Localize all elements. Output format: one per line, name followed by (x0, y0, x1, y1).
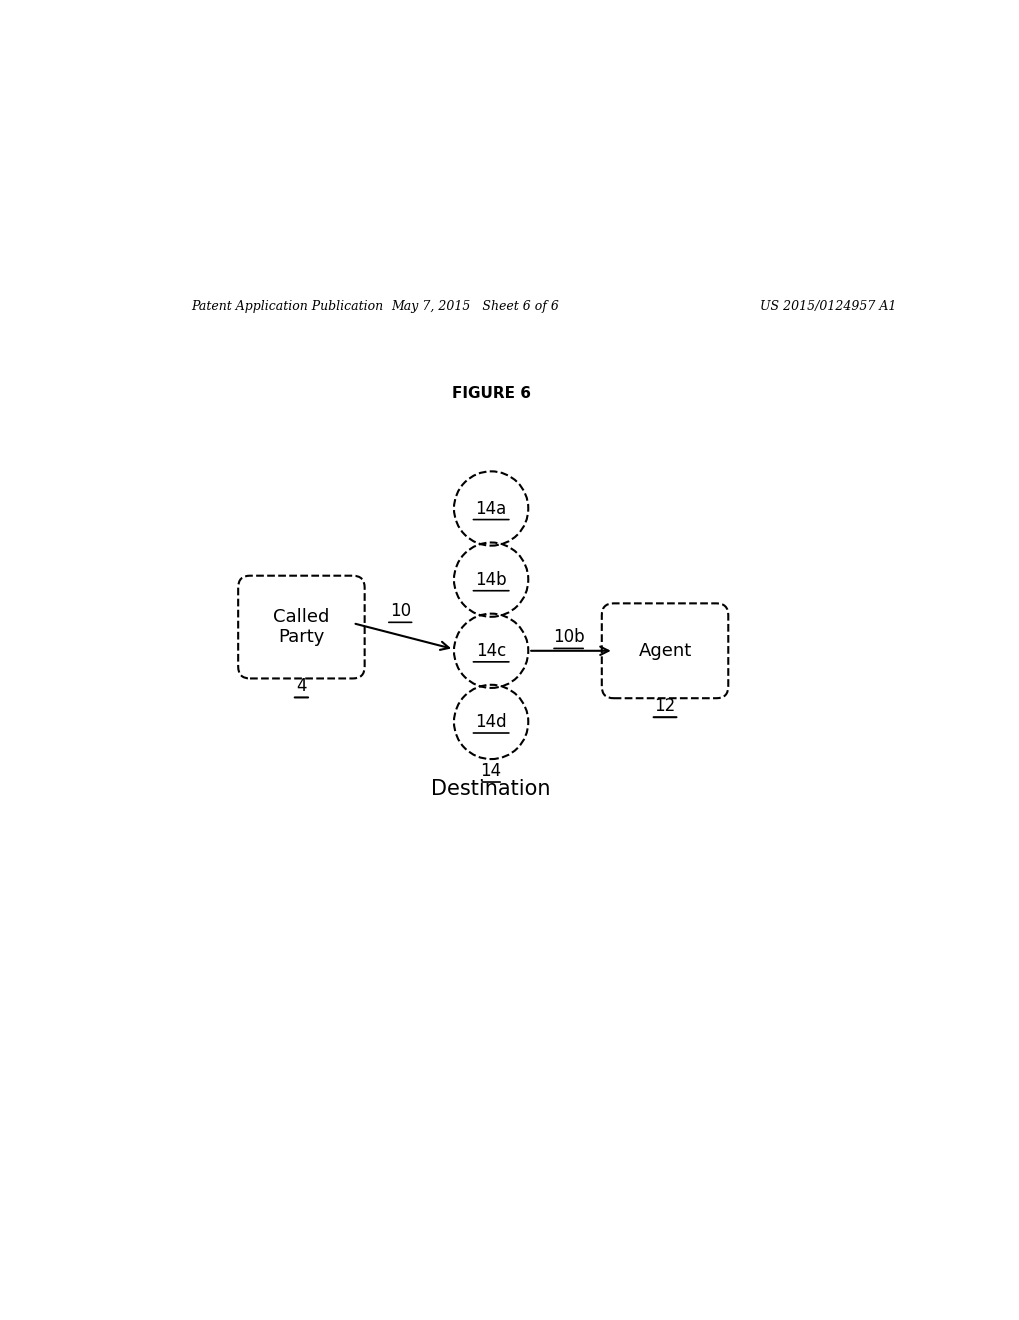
Text: 14c: 14c (476, 642, 505, 660)
FancyBboxPatch shape (601, 603, 728, 698)
Text: 14: 14 (480, 762, 501, 780)
Text: 14a: 14a (475, 499, 506, 517)
FancyBboxPatch shape (238, 576, 365, 678)
Text: 10: 10 (389, 602, 411, 620)
Text: FIGURE 6: FIGURE 6 (451, 387, 530, 401)
Text: 14b: 14b (475, 570, 506, 589)
Text: May 7, 2015   Sheet 6 of 6: May 7, 2015 Sheet 6 of 6 (391, 301, 558, 313)
Text: Patent Application Publication: Patent Application Publication (191, 301, 382, 313)
Text: Destination: Destination (431, 779, 550, 799)
Text: 14d: 14d (475, 713, 506, 731)
Text: Called
Party: Called Party (273, 607, 329, 647)
Text: 4: 4 (296, 677, 307, 696)
Text: 10b: 10b (552, 628, 584, 647)
Text: 12: 12 (654, 697, 675, 715)
Text: US 2015/0124957 A1: US 2015/0124957 A1 (759, 301, 896, 313)
Text: Agent: Agent (638, 642, 691, 660)
